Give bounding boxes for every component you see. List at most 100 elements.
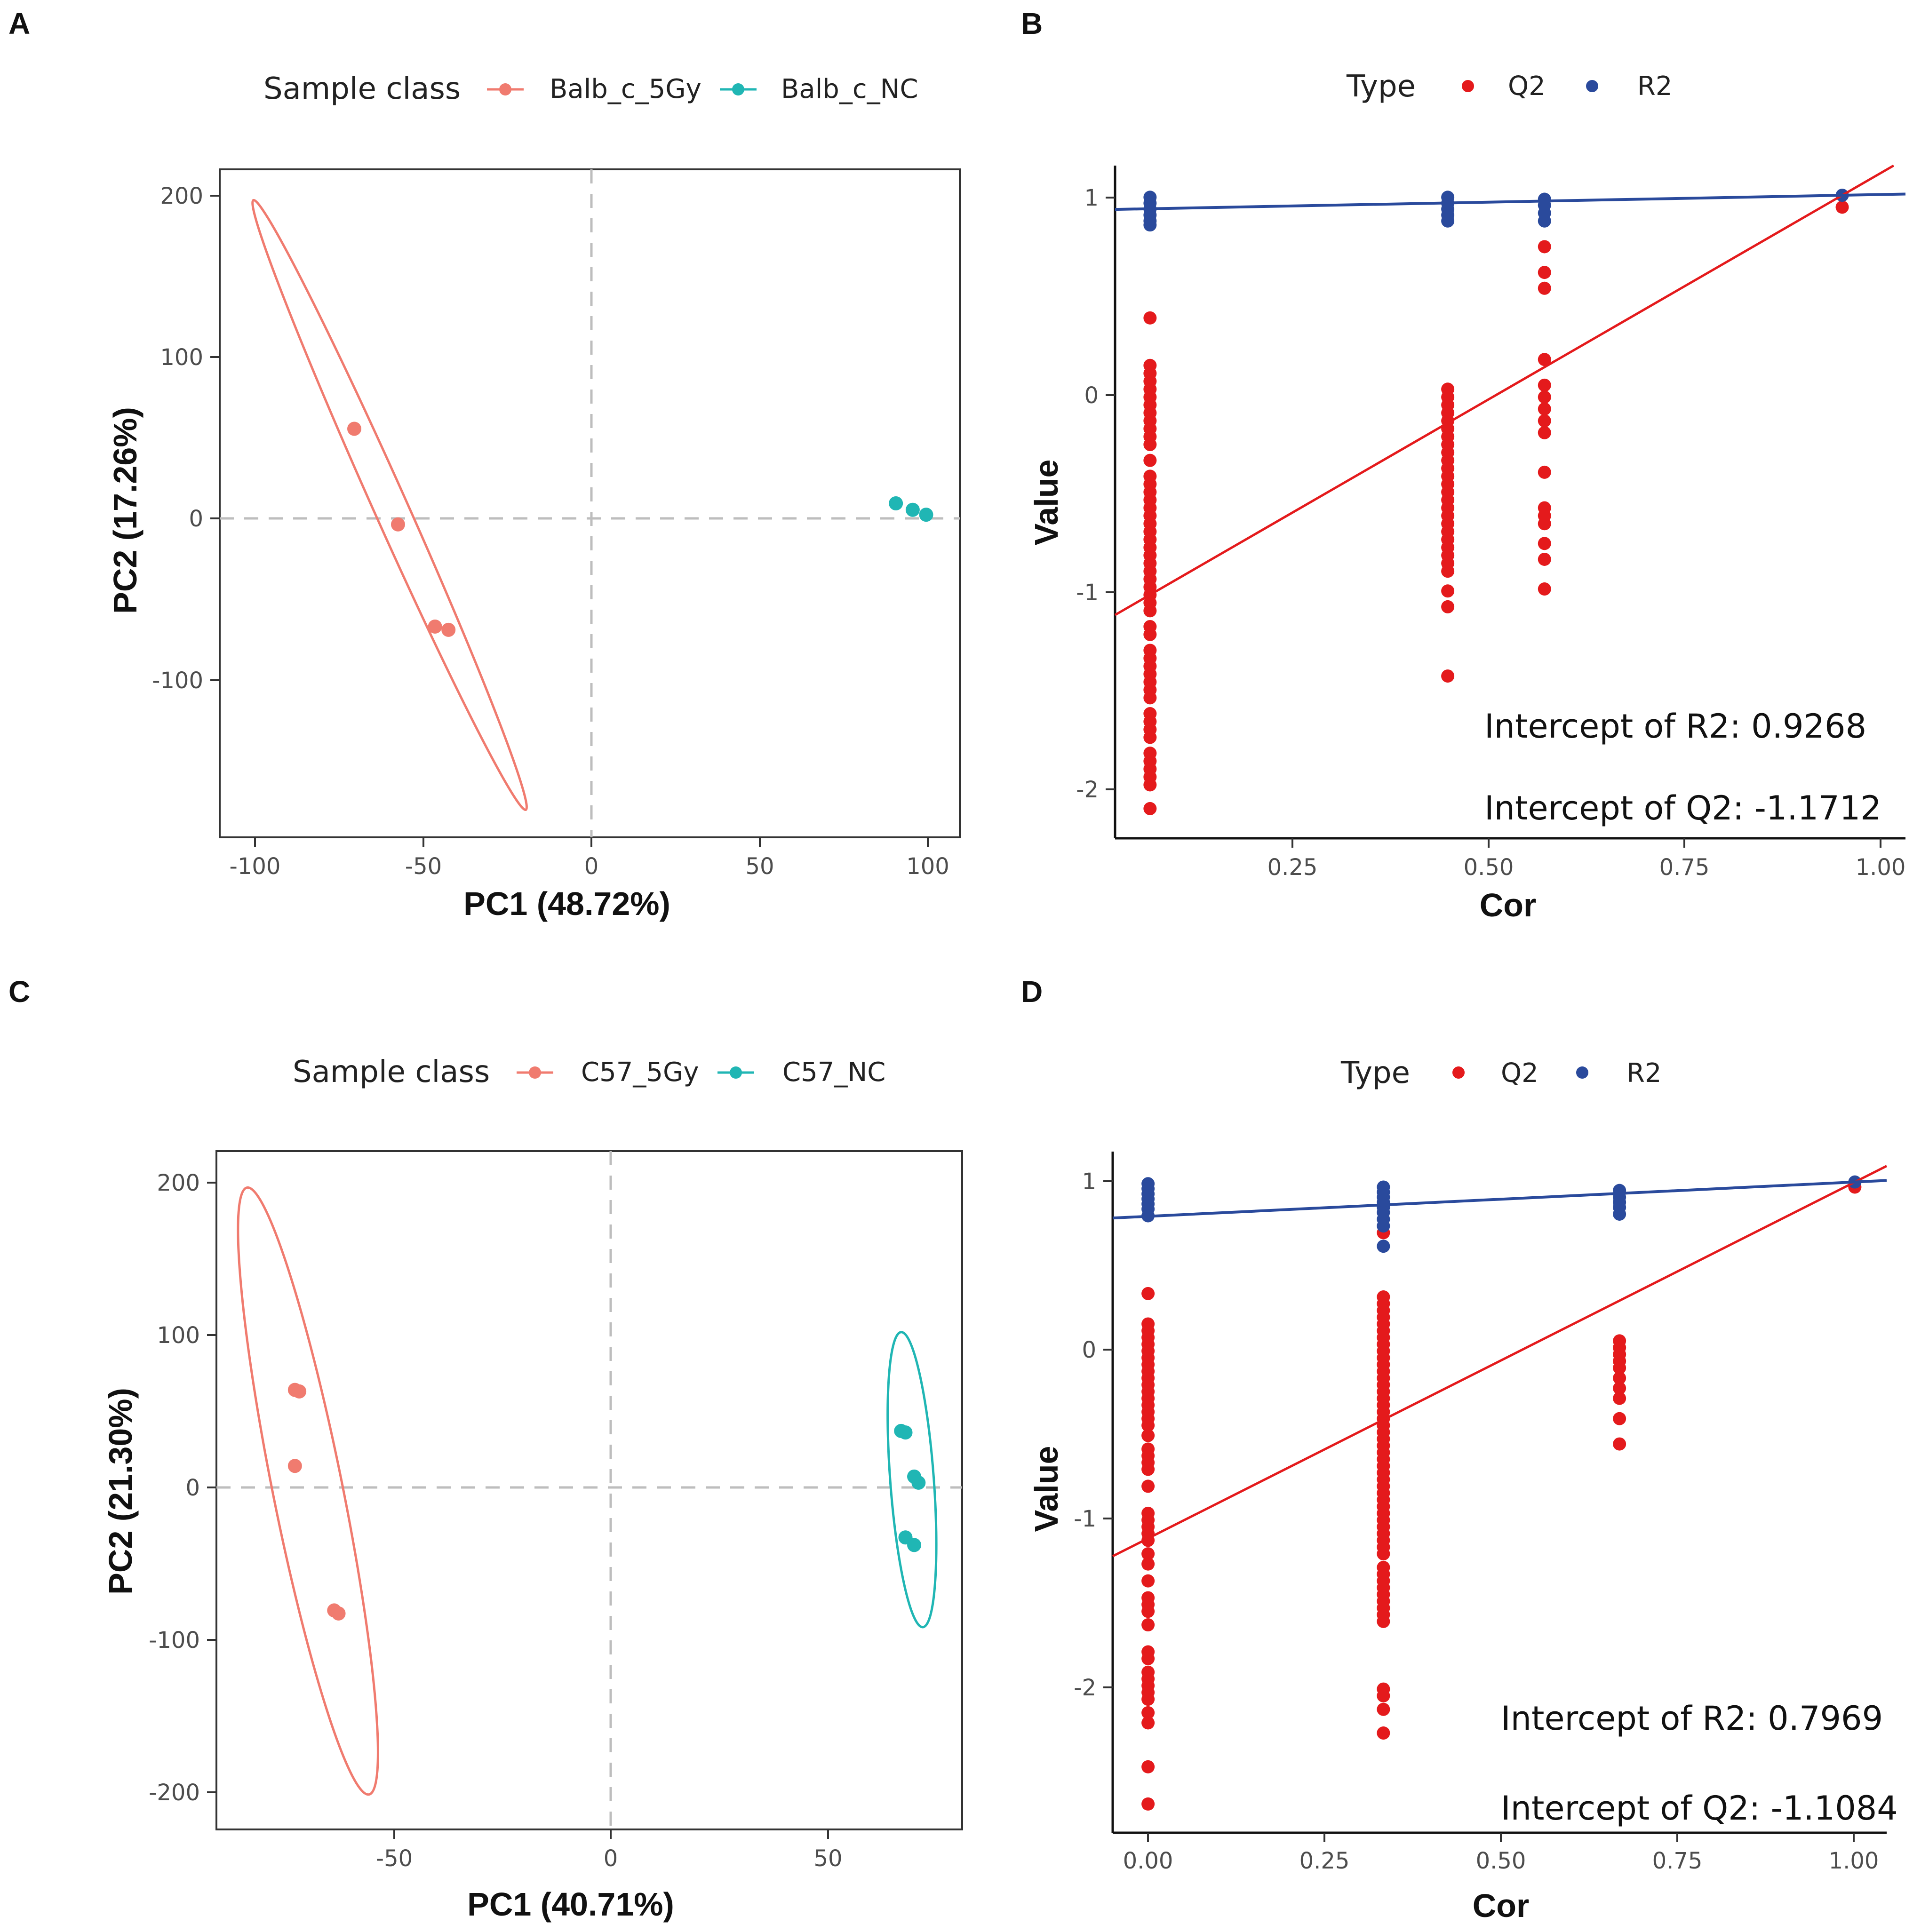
y-tick-label: -200 <box>149 1780 200 1806</box>
q2-point-d <box>1141 1716 1155 1730</box>
y-tick-label: -100 <box>152 668 203 694</box>
x-tick-label: 0 <box>584 853 599 880</box>
q2-point-d <box>1613 1412 1626 1425</box>
x-tick-label: 0.50 <box>1476 1848 1526 1874</box>
legend-c-title: Sample class <box>293 1055 490 1089</box>
q2-point-b <box>1143 731 1157 744</box>
y-tick-label: 100 <box>157 1322 200 1349</box>
q2-point-b <box>1143 778 1157 792</box>
y-tick-label: -1 <box>1076 580 1099 606</box>
y-axis-title-d: Value <box>1028 1446 1065 1532</box>
legend-d-key-dot-2 <box>1576 1066 1588 1079</box>
plot-c-border <box>215 1150 963 1830</box>
q2-point-b <box>1441 584 1455 598</box>
legend-b-key-dot-1 <box>1462 80 1474 92</box>
legend-a-key-dot-1 <box>499 83 511 95</box>
q2-point-d <box>1141 1618 1155 1632</box>
q2-point-d <box>1613 1437 1626 1451</box>
q2-point-d <box>1141 1693 1155 1706</box>
panel-d: D Type Q2 R2 0.00 0.25 0.50 0.75 1.00 -2… <box>1021 975 1898 1924</box>
y-tick-label: 1 <box>1082 1169 1096 1195</box>
q2-point-d <box>1141 1463 1155 1476</box>
q2-point-b <box>1441 564 1455 578</box>
x-tick-label: 0.25 <box>1267 854 1318 881</box>
plot-b-xticks: 0.25 0.50 0.75 1.00 <box>1267 838 1906 881</box>
q2-point-d <box>1141 1706 1155 1719</box>
q2-point-d <box>1141 1760 1155 1773</box>
q2-point-d <box>1613 1361 1626 1375</box>
y-tick-label: 0 <box>1082 1337 1096 1363</box>
point-c-C57_5Gy <box>287 1459 302 1473</box>
point-a-Balb_c_5Gy <box>391 517 405 532</box>
legend-b-label-1: Q2 <box>1508 71 1546 102</box>
plot-c-marks <box>237 1186 938 1796</box>
point-a-Balb_c_5Gy <box>441 622 456 637</box>
plot-a-xticks: -100 -50 0 50 100 <box>230 837 949 880</box>
ellipse-c-C57_5Gy <box>237 1186 379 1796</box>
q2-point-b <box>1143 311 1157 325</box>
x-axis-title-b: Cor <box>1480 887 1537 923</box>
annotation-d-q2-intercept: Intercept of Q2: -1.1084 <box>1501 1789 1898 1828</box>
point-a-Balb_c_NC <box>905 502 920 517</box>
x-tick-label: 1.00 <box>1856 854 1906 881</box>
panel-letter-d: D <box>1021 975 1043 1009</box>
point-c-C57_NC <box>907 1538 922 1552</box>
legend-b-title: Type <box>1346 69 1416 104</box>
q2-point-b <box>1143 691 1157 705</box>
y-tick-label: 100 <box>160 344 203 371</box>
r2-point-b <box>1441 214 1455 228</box>
panel-letter-c: C <box>8 975 30 1009</box>
legend-c-label-2: C57_NC <box>782 1057 885 1088</box>
q2-point-b <box>1143 802 1157 815</box>
y-axis-title-b: Value <box>1028 460 1065 546</box>
x-tick-label: 50 <box>745 853 774 880</box>
point-a-Balb_c_5Gy <box>428 619 442 634</box>
plot-c-yticks: -200 -100 0 100 200 <box>149 1170 216 1806</box>
x-tick-label: -50 <box>405 853 442 880</box>
panel-c: C Sample class C57_5Gy C57_NC -50 0 50 -… <box>8 975 963 1923</box>
panel-letter-a: A <box>8 7 30 40</box>
plot-a-marks <box>251 199 933 811</box>
q2-point-b <box>1538 281 1551 295</box>
point-c-C57_NC <box>911 1475 926 1490</box>
panel-b: B Type Q2 R2 0.25 0.50 0.75 1.00 -2 -1 0… <box>1021 7 1905 923</box>
y-tick-label: -1 <box>1074 1506 1096 1532</box>
q2-point-d <box>1141 1797 1155 1811</box>
x-tick-label: -50 <box>376 1845 413 1872</box>
q2-point-b <box>1538 402 1551 416</box>
plot-c-xticks: -50 0 50 <box>376 1829 843 1872</box>
legend-c-key-dot-2 <box>730 1066 742 1079</box>
plot-a-yticks: -100 0 100 200 <box>152 183 220 694</box>
legend-a-key-dot-2 <box>732 83 744 95</box>
q2-point-d <box>1377 1689 1390 1702</box>
q2-point-b <box>1143 453 1157 467</box>
annotation-d-r2-intercept: Intercept of R2: 0.7969 <box>1501 1699 1883 1738</box>
y-tick-label: -2 <box>1074 1675 1096 1701</box>
point-c-C57_5Gy <box>292 1384 307 1399</box>
y-tick-label: 0 <box>1084 382 1099 409</box>
q2-point-d <box>1377 1614 1390 1628</box>
q2-point-d <box>1141 1419 1155 1432</box>
y-tick-label: 0 <box>189 506 203 532</box>
q2-point-b <box>1538 240 1551 254</box>
legend-c-key-dot-1 <box>529 1066 541 1079</box>
q2-point-b <box>1538 378 1551 392</box>
x-tick-label: 50 <box>813 1845 842 1872</box>
q2-point-b <box>1538 426 1551 439</box>
panel-a: A Sample class Balb_c_5Gy Balb_c_NC -100… <box>8 7 961 922</box>
y-tick-label: 1 <box>1084 185 1099 211</box>
q2-point-d <box>1141 1557 1155 1571</box>
legend-a-label-1: Balb_c_5Gy <box>550 74 701 104</box>
q2-point-d <box>1141 1652 1155 1665</box>
q2-point-b <box>1538 266 1551 279</box>
x-tick-label: 0.25 <box>1299 1848 1350 1874</box>
r2-point-b <box>1143 218 1157 232</box>
x-tick-label: 0 <box>604 1845 618 1872</box>
annotation-b-q2-intercept: Intercept of Q2: -1.1712 <box>1484 789 1881 827</box>
x-tick-label: -100 <box>230 853 281 880</box>
q2-point-d <box>1613 1391 1626 1405</box>
legend-b-key-dot-2 <box>1586 80 1598 92</box>
ellipse-a-Balb_c_5Gy <box>251 199 528 811</box>
r2-point-b <box>1538 214 1551 228</box>
